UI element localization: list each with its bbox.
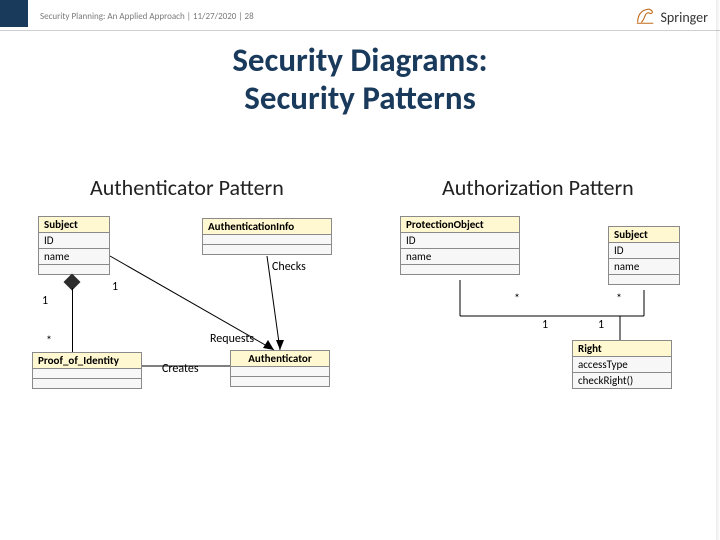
header-meta-text: Security Planning: An Applied Approach |…	[40, 11, 254, 22]
left-pattern-heading: Authenticator Pattern	[90, 174, 284, 201]
header-accent-tab	[0, 0, 28, 27]
right-edge-shadow	[716, 0, 720, 540]
mult-one-right: 1	[598, 318, 604, 332]
mult-star-left: *	[514, 292, 520, 306]
publisher-logo: Springer	[634, 4, 708, 31]
slide-title: Security Diagrams: Security Patterns	[0, 42, 720, 118]
label-checks: Checks	[272, 260, 306, 274]
label-creates: Creates	[162, 362, 199, 376]
authorization-diagram: ProtectionObject ID name Subject ID name…	[400, 216, 700, 476]
assoc-checks	[32, 216, 392, 416]
publisher-name: Springer	[660, 9, 708, 26]
assoc-right-diagram	[400, 216, 700, 416]
slide-header: Security Planning: An Applied Approach |…	[0, 0, 720, 32]
title-line-2: Security Patterns	[0, 80, 720, 118]
header-divider	[0, 30, 720, 31]
authenticator-diagram: Subject ID name AuthenticationInfo Proof…	[32, 216, 392, 476]
label-requests: Requests	[210, 332, 254, 346]
mult-star-right: *	[616, 292, 622, 306]
right-pattern-heading: Authorization Pattern	[442, 174, 634, 201]
springer-horse-icon	[634, 4, 656, 31]
title-line-1: Security Diagrams:	[0, 42, 720, 80]
mult-one-left: 1	[542, 318, 548, 332]
